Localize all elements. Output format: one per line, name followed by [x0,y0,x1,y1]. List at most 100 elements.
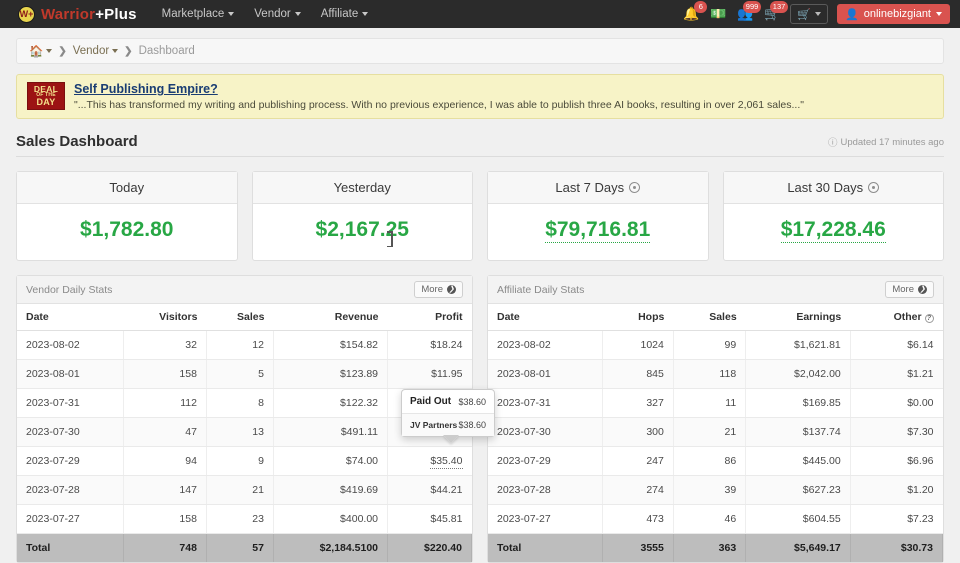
nav-item-vendor-label: Vendor [254,8,291,20]
chevron-down-icon [815,12,822,16]
navbar-right-group: 🔔 6 💵 👥 999 🛒 137 🛒 👤 onlinebizgiant [682,1,950,24]
cart-badge: 137 [769,1,789,13]
profit-tooltip-trigger[interactable]: $35.40 [430,455,463,469]
cell-date: 2023-07-31 [488,388,604,418]
deal-title-link[interactable]: Self Publishing Empire? [74,82,218,96]
cell-profit: $45.81 [387,504,472,534]
popover-header-amount: $38.60 [458,396,486,407]
cell-visitors: 32 [123,330,207,360]
cell-revenue: $74.00 [273,446,389,476]
table-row: 2023-07-28 147 21 $419.69 $44.21 [17,475,472,505]
stat-card-last-30-days-value[interactable]: $17,228.46 [780,218,886,243]
user-name-label: onlinebizgiant [863,8,931,20]
cell-visitors: 158 [123,359,207,389]
table-row: 2023-07-28 274 39 $627.23 $1.20 [488,475,943,505]
logo-text: W+ [19,8,34,19]
affiliate-col-hops: Hops [602,304,674,331]
cell-other: $0.00 [850,388,943,418]
bell-icon[interactable]: 🔔 6 [682,1,708,24]
cell-revenue: $400.00 [273,504,389,534]
cell-sales: 13 [206,417,274,447]
cell-visitors: 112 [123,388,207,418]
vendor-more-label: More [421,284,443,295]
table-row: 2023-08-02 32 12 $154.82 $18.24 [17,330,472,360]
cell-revenue: $491.11 [273,417,389,447]
section-header: Sales Dashboard ⓘ Updated 17 minutes ago [16,133,944,157]
cell-earnings: $1,621.81 [745,330,851,360]
nav-item-affiliate[interactable]: Affiliate [312,3,378,25]
table-row: 2023-07-27 158 23 $400.00 $45.81 [17,504,472,534]
nav-links: Marketplace Vendor Affiliate [153,3,378,25]
cell-earnings: $627.23 [745,475,851,505]
cell-hops: 300 [602,417,674,447]
stat-card-today-body: $1,782.80 [17,204,237,260]
stat-card-last-7-days-value[interactable]: $79,716.81 [545,218,651,243]
stat-card-yesterday-label: Yesterday [333,180,391,195]
stat-card-last-30-days-body: $17,228.46 [724,204,944,260]
affiliate-col-other: Other ? [850,304,943,331]
nav-item-affiliate-label: Affiliate [320,8,359,20]
affiliate-table-body: 2023-08-02 1024 99 $1,621.81 $6.14 2023-08-0… [488,330,944,562]
cart-icon[interactable]: 🛒 137 [763,1,789,24]
cell-visitors: 147 [123,475,207,505]
cart-dropdown-button[interactable]: 🛒 [790,4,829,24]
chevron-down-icon [362,12,369,16]
user-menu-button[interactable]: 👤 onlinebizgiant [837,4,950,24]
deal-badge-line2: OF THE [36,92,56,99]
table-row: 2023-07-31 327 11 $169.85 $0.00 [488,388,943,418]
breadcrumb-item-vendor[interactable]: Vendor [73,45,119,57]
cell-hops: 327 [602,388,674,418]
affiliate-col-date: Date [488,304,603,331]
cell-total-other: $30.73 [850,533,944,562]
vendor-col-date: Date [17,304,124,331]
stat-card-last-30-days-label: Last 30 Days [787,180,864,195]
table-row: 2023-07-30 300 21 $137.74 $7.30 [488,417,943,447]
cell-total-earnings: $5,649.17 [745,533,851,562]
cell-total-visitors: 748 [123,533,207,562]
brand-warrior-text: Warrior [41,5,96,23]
affiliate-more-button[interactable]: More ❯ [885,281,934,298]
cell-sales: 118 [673,359,747,389]
cell-sales: 86 [673,446,747,476]
top-navbar: W+ Warrior+Plus Marketplace Vendor Affil… [0,0,960,28]
cell-hops: 845 [602,359,674,389]
deal-of-the-day-banner: DEAL OF THE DAY Self Publishing Empire? … [16,74,944,119]
cell-date: 2023-07-29 [17,446,124,476]
breadcrumb-home[interactable]: 🏠 [29,44,53,58]
cell-revenue: $122.32 [273,388,389,418]
cell-sales: 46 [673,504,747,534]
brand-logo-group[interactable]: W+ Warrior+Plus [18,5,137,23]
affiliate-col-earnings: Earnings [745,304,851,331]
gear-icon[interactable] [629,182,641,193]
cell-sales: 5 [206,359,274,389]
stat-card-yesterday-value: $2,167.25 [315,218,409,241]
vendor-col-profit: Profit [387,304,472,331]
affiliate-table-title: Affiliate Daily Stats [497,283,585,296]
nav-item-marketplace[interactable]: Marketplace [153,3,244,25]
cell-date: 2023-07-28 [17,475,124,505]
gear-icon[interactable] [868,182,880,193]
affiliate-table-header-row: Date Hops Sales Earnings Other ? [488,304,943,331]
help-icon[interactable]: ? [924,314,934,323]
vendor-more-button[interactable]: More ❯ [414,281,463,298]
affiliate-daily-stats-table: Date Hops Sales Earnings Other ? 2023-08… [488,304,944,562]
cell-date: 2023-07-27 [17,504,124,534]
cell-date: 2023-07-30 [488,417,604,447]
updated-status: ⓘ Updated 17 minutes ago [828,135,944,150]
breadcrumb: 🏠 ❯ Vendor ❯ Dashboard [16,38,944,64]
vendor-daily-stats-table: Date Visitors Sales Revenue Profit 2023-… [17,304,472,562]
stat-card-last-30-days: Last 30 Days $17,228.46 [722,171,944,261]
nav-item-vendor[interactable]: Vendor [245,3,309,25]
stat-card-last-7-days: Last 7 Days $79,716.81 [487,171,709,261]
brand-plus-text: +Plus [95,5,137,23]
cell-sales: 21 [673,417,747,447]
popover-arrow-icon [443,435,459,443]
bell-badge: 6 [694,1,708,13]
people-icon[interactable]: 👥 999 [736,1,762,24]
paid-out-popover: Paid Out $38.60 JV Partners $38.60 [401,389,495,443]
cell-date: 2023-08-02 [488,330,604,360]
money-icon[interactable]: 💵 [709,4,727,24]
user-avatar-icon: 👤 [845,8,859,21]
deal-badge-line1: DEAL [33,83,59,94]
money-glyph: 💵 [710,6,727,21]
